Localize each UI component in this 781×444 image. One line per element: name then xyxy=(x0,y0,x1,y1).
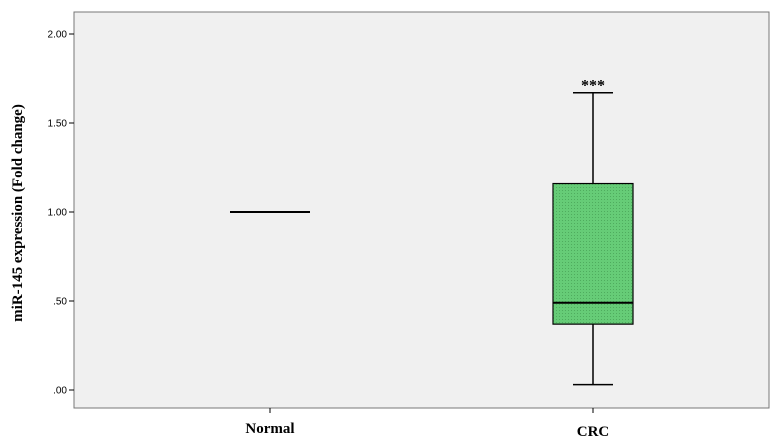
iqr-box-texture xyxy=(553,183,633,325)
chart-marks: *** xyxy=(230,78,634,386)
significance-annotation: *** xyxy=(581,78,605,95)
x-tick-label: CRC xyxy=(577,424,610,439)
y-tick-label: .50 xyxy=(53,297,67,308)
plot-area xyxy=(73,11,770,409)
y-tick-label: 1.50 xyxy=(48,119,68,130)
y-axis-label: miR-145 expression (Fold change) xyxy=(10,104,26,322)
y-tick-label: 2.00 xyxy=(48,30,68,41)
y-tick-label: 1.00 xyxy=(48,208,68,219)
x-tick-label: Normal xyxy=(245,421,294,437)
y-tick-label: .00 xyxy=(53,386,67,397)
axes: .00 .50 1.00 1.50 2.00 Normal CRC xyxy=(48,30,610,441)
box-crc: *** xyxy=(552,78,634,386)
